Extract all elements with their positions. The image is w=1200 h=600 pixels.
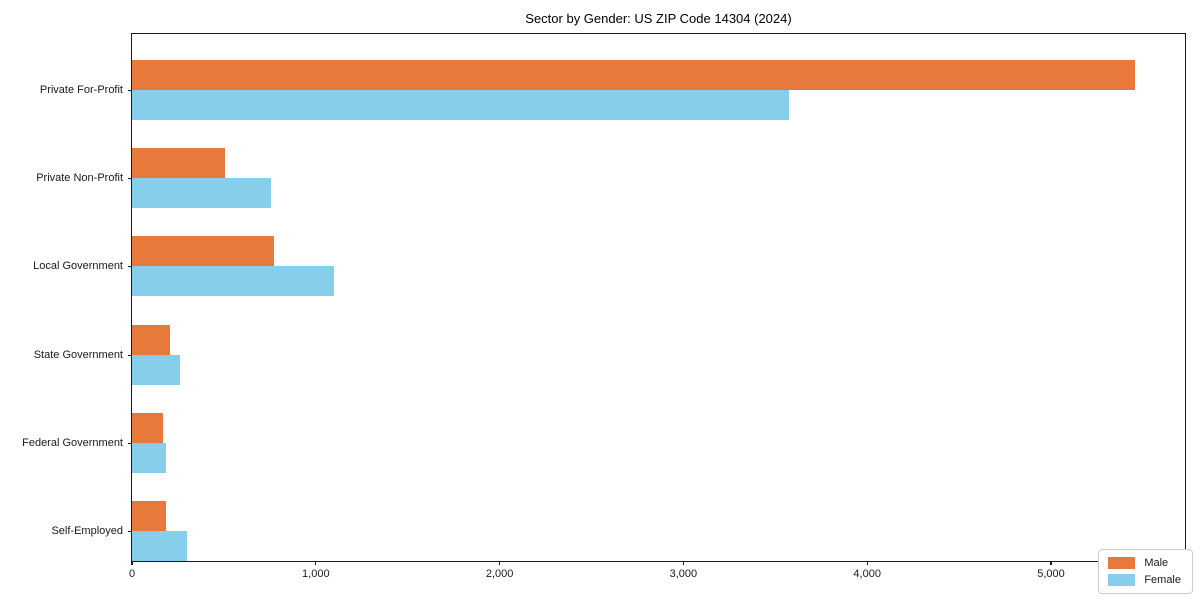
x-tick-1000	[315, 561, 317, 565]
bar-male-private-for-profit	[132, 60, 1135, 90]
bar-male-local-government	[132, 236, 274, 266]
y-label-state-government: State Government	[33, 349, 123, 361]
y-label-private-for-profit: Private For-Profit	[39, 84, 123, 96]
legend-label-male: Male	[1144, 557, 1169, 569]
y-tick-state-government	[128, 354, 132, 356]
y-label-private-non-profit: Private Non-Profit	[36, 172, 123, 184]
y-tick-local-government	[128, 265, 132, 267]
x-tick-4000	[866, 561, 868, 565]
legend-swatch-female	[1108, 574, 1136, 586]
x-label-0: 0	[128, 568, 136, 580]
legend-item-female: Female	[1108, 574, 1181, 586]
x-label-3000: 3,000	[669, 568, 698, 580]
x-label-2000: 2,000	[485, 568, 514, 580]
y-tick-federal-government	[128, 442, 132, 444]
bar-female-private-non-profit	[132, 178, 271, 208]
x-tick-0	[131, 561, 133, 565]
y-tick-private-for-profit	[128, 89, 132, 91]
bar-female-federal-government	[132, 443, 166, 473]
legend-item-male: Male	[1108, 557, 1181, 569]
bar-male-state-government	[132, 325, 170, 355]
bar-male-private-non-profit	[132, 148, 225, 178]
plot-area: Private For-Profit Private Non-Profit Loca…	[22, 33, 1186, 580]
x-label-1000: 1,000	[302, 568, 330, 580]
y-label-local-government: Local Government	[33, 260, 123, 272]
bar-female-state-government	[132, 355, 180, 385]
y-tick-self-employed	[128, 530, 132, 532]
legend: Male Female	[1098, 549, 1193, 594]
x-tick-5000	[1050, 561, 1052, 565]
bar-male-self-employed	[132, 501, 166, 531]
y-tick-private-non-profit	[128, 177, 132, 179]
x-label-4000: 4,000	[853, 568, 881, 580]
x-tick-3000	[682, 561, 684, 565]
legend-swatch-male	[1108, 557, 1136, 569]
bar-female-private-for-profit	[132, 90, 789, 120]
y-label-self-employed: Self-Employed	[51, 525, 123, 537]
chart-title: Sector by Gender: US ZIP Code 14304 (202…	[525, 11, 792, 26]
y-label-federal-government: Federal Government	[22, 437, 123, 449]
legend-label-female: Female	[1144, 574, 1181, 586]
bar-male-federal-government	[132, 413, 163, 443]
x-label-5000: 5,000	[1037, 568, 1065, 580]
bar-female-local-government	[132, 266, 334, 296]
bar-female-self-employed	[132, 531, 187, 561]
x-tick-2000	[498, 561, 501, 565]
